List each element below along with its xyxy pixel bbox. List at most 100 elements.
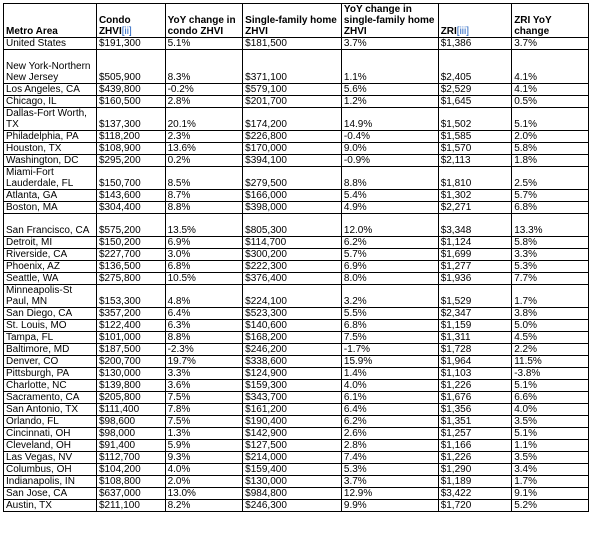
yoy-condo-cell: 2.8% (164, 95, 244, 108)
yoy-single-family-cell: 3.2% (340, 284, 439, 308)
single-family-zhvi-cell: $343,700 (242, 391, 342, 404)
single-family-zhvi-cell: $523,300 (242, 307, 342, 320)
metro-area-cell: Houston, TX (3, 142, 97, 155)
metro-area-cell: Baltimore, MD (3, 343, 97, 356)
header-single-family-zhvi: Single-family home ZHVI (242, 3, 342, 38)
yoy-condo-cell: 7.5% (164, 415, 244, 428)
zri-cell: $1,810 (437, 166, 513, 190)
table-row: San Antonio, TX $111,400 7.8% $161,200 6.4% $… (3, 403, 589, 416)
metro-area-cell: Pittsburgh, PA (3, 367, 97, 380)
zri-cell: $1,226 (437, 451, 513, 464)
metro-area-cell: Sacramento, CA (3, 391, 97, 404)
zri-cell: $1,166 (437, 439, 513, 452)
zri-yoy-cell: 1.8% (511, 154, 589, 167)
zri-cell: $1,676 (437, 391, 513, 404)
condo-zhvi-cell: $143,600 (95, 189, 166, 202)
yoy-condo-cell: -2.3% (164, 343, 244, 356)
single-family-zhvi-cell: $371,100 (242, 49, 342, 84)
yoy-condo-cell: 7.5% (164, 391, 244, 404)
condo-zhvi-cell: $111,400 (95, 403, 166, 416)
yoy-condo-cell: 13.5% (164, 213, 244, 237)
zri-yoy-cell: 5.8% (511, 142, 589, 155)
table-row: Riverside, CA $227,700 3.0% $300,200 5.7% $1,… (3, 248, 589, 261)
metro-area-cell: New York-Northern New Jersey (3, 49, 97, 84)
condo-zhvi-cell: $200,700 (95, 355, 166, 368)
zri-yoy-cell: 6.6% (511, 391, 589, 404)
condo-zhvi-cell: $108,800 (95, 475, 166, 488)
header-condo-zhvi: Condo ZHVI[ii] (95, 3, 166, 38)
zri-yoy-cell: 1.1% (511, 439, 589, 452)
zri-yoy-cell: 5.7% (511, 189, 589, 202)
yoy-single-family-cell: 12.9% (340, 487, 439, 500)
zri-yoy-cell: 1.7% (511, 475, 589, 488)
table-row: Washington, DC $295,200 0.2% $394,100 -0.9% $… (3, 154, 589, 167)
yoy-condo-cell: 6.3% (164, 319, 244, 332)
table-row: Seattle, WA $275,800 10.5% $376,400 8.0% $1,9… (3, 272, 589, 285)
single-family-zhvi-cell: $159,300 (242, 379, 342, 392)
table-row: Chicago, IL $160,500 2.8% $201,700 1.2% $1,64… (3, 95, 589, 108)
metro-area-cell: Cleveland, OH (3, 439, 97, 452)
yoy-single-family-cell: 5.6% (340, 83, 439, 96)
zri-yoy-cell: 4.0% (511, 403, 589, 416)
yoy-condo-cell: 0.2% (164, 154, 244, 167)
metro-area-cell: Seattle, WA (3, 272, 97, 285)
yoy-condo-cell: 10.5% (164, 272, 244, 285)
zri-yoy-cell: 5.8% (511, 236, 589, 249)
condo-zhvi-cell: $357,200 (95, 307, 166, 320)
single-family-zhvi-cell: $279,500 (242, 166, 342, 190)
yoy-condo-cell: 8.8% (164, 201, 244, 214)
single-family-zhvi-cell: $805,300 (242, 213, 342, 237)
yoy-single-family-cell: -1.7% (340, 343, 439, 356)
footnote-link-iii[interactable]: [iii] (456, 26, 470, 37)
table-wrapper: Metro Area Condo ZHVI[ii] YoY change in … (3, 3, 589, 512)
zri-yoy-cell: 2.0% (511, 130, 589, 143)
metro-area-cell: Cincinnati, OH (3, 427, 97, 440)
zri-cell: $2,113 (437, 154, 513, 167)
metro-area-cell: Chicago, IL (3, 95, 97, 108)
metro-area-cell: Denver, CO (3, 355, 97, 368)
metro-area-cell: Riverside, CA (3, 248, 97, 261)
yoy-single-family-cell: 8.8% (340, 166, 439, 190)
yoy-single-family-cell: 15.9% (340, 355, 439, 368)
single-family-zhvi-cell: $130,000 (242, 475, 342, 488)
metro-area-cell: Philadelphia, PA (3, 130, 97, 143)
condo-zhvi-cell: $191,300 (95, 37, 166, 50)
metro-area-cell: Miami-Fort Lauderdale, FL (3, 166, 97, 190)
single-family-zhvi-cell: $161,200 (242, 403, 342, 416)
yoy-condo-cell: 8.8% (164, 331, 244, 344)
yoy-single-family-cell: 2.6% (340, 427, 439, 440)
metro-area-cell: St. Louis, MO (3, 319, 97, 332)
table-row: Indianapolis, IN $108,800 2.0% $130,000 3.7%… (3, 475, 589, 488)
yoy-condo-cell: -0.2% (164, 83, 244, 96)
header-zri: ZRI[iii] (437, 3, 513, 38)
table-row: San Francisco, CA $575,200 13.5% $805,300 12… (3, 213, 589, 237)
single-family-zhvi-cell: $174,200 (242, 107, 342, 131)
table-row: Boston, MA $304,400 8.8% $398,000 4.9% $2,271… (3, 201, 589, 214)
zri-cell: $3,422 (437, 487, 513, 500)
table-row: Sacramento, CA $205,800 7.5% $343,700 6.1% $1… (3, 391, 589, 404)
condo-zhvi-cell: $205,800 (95, 391, 166, 404)
single-family-zhvi-cell: $181,500 (242, 37, 342, 50)
condo-zhvi-cell: $153,300 (95, 284, 166, 308)
zri-cell: $1,226 (437, 379, 513, 392)
metro-area-cell: San Jose, CA (3, 487, 97, 500)
header-zri-yoy: ZRI YoY change (511, 3, 589, 38)
footnote-link-ii[interactable]: [ii] (121, 26, 132, 37)
condo-zhvi-cell: $637,000 (95, 487, 166, 500)
table-row: Austin, TX $211,100 8.2% $246,300 9.9% $1,720… (3, 499, 589, 512)
table-row: Cincinnati, OH $98,000 1.3% $142,900 2.6% $1,… (3, 427, 589, 440)
zri-yoy-cell: 5.1% (511, 107, 589, 131)
condo-zhvi-cell: $139,800 (95, 379, 166, 392)
single-family-zhvi-cell: $394,100 (242, 154, 342, 167)
yoy-condo-cell: 9.3% (164, 451, 244, 464)
zri-yoy-cell: 5.1% (511, 427, 589, 440)
condo-zhvi-cell: $160,500 (95, 95, 166, 108)
metro-area-cell: Columbus, OH (3, 463, 97, 476)
zri-cell: $1,311 (437, 331, 513, 344)
single-family-zhvi-cell: $168,200 (242, 331, 342, 344)
metro-area-cell: Minneapolis-St Paul, MN (3, 284, 97, 308)
table-row: Baltimore, MD $187,500 -2.3% $246,200 -1.7% $… (3, 343, 589, 356)
yoy-condo-cell: 3.0% (164, 248, 244, 261)
zri-yoy-cell: 3.8% (511, 307, 589, 320)
single-family-zhvi-cell: $170,000 (242, 142, 342, 155)
